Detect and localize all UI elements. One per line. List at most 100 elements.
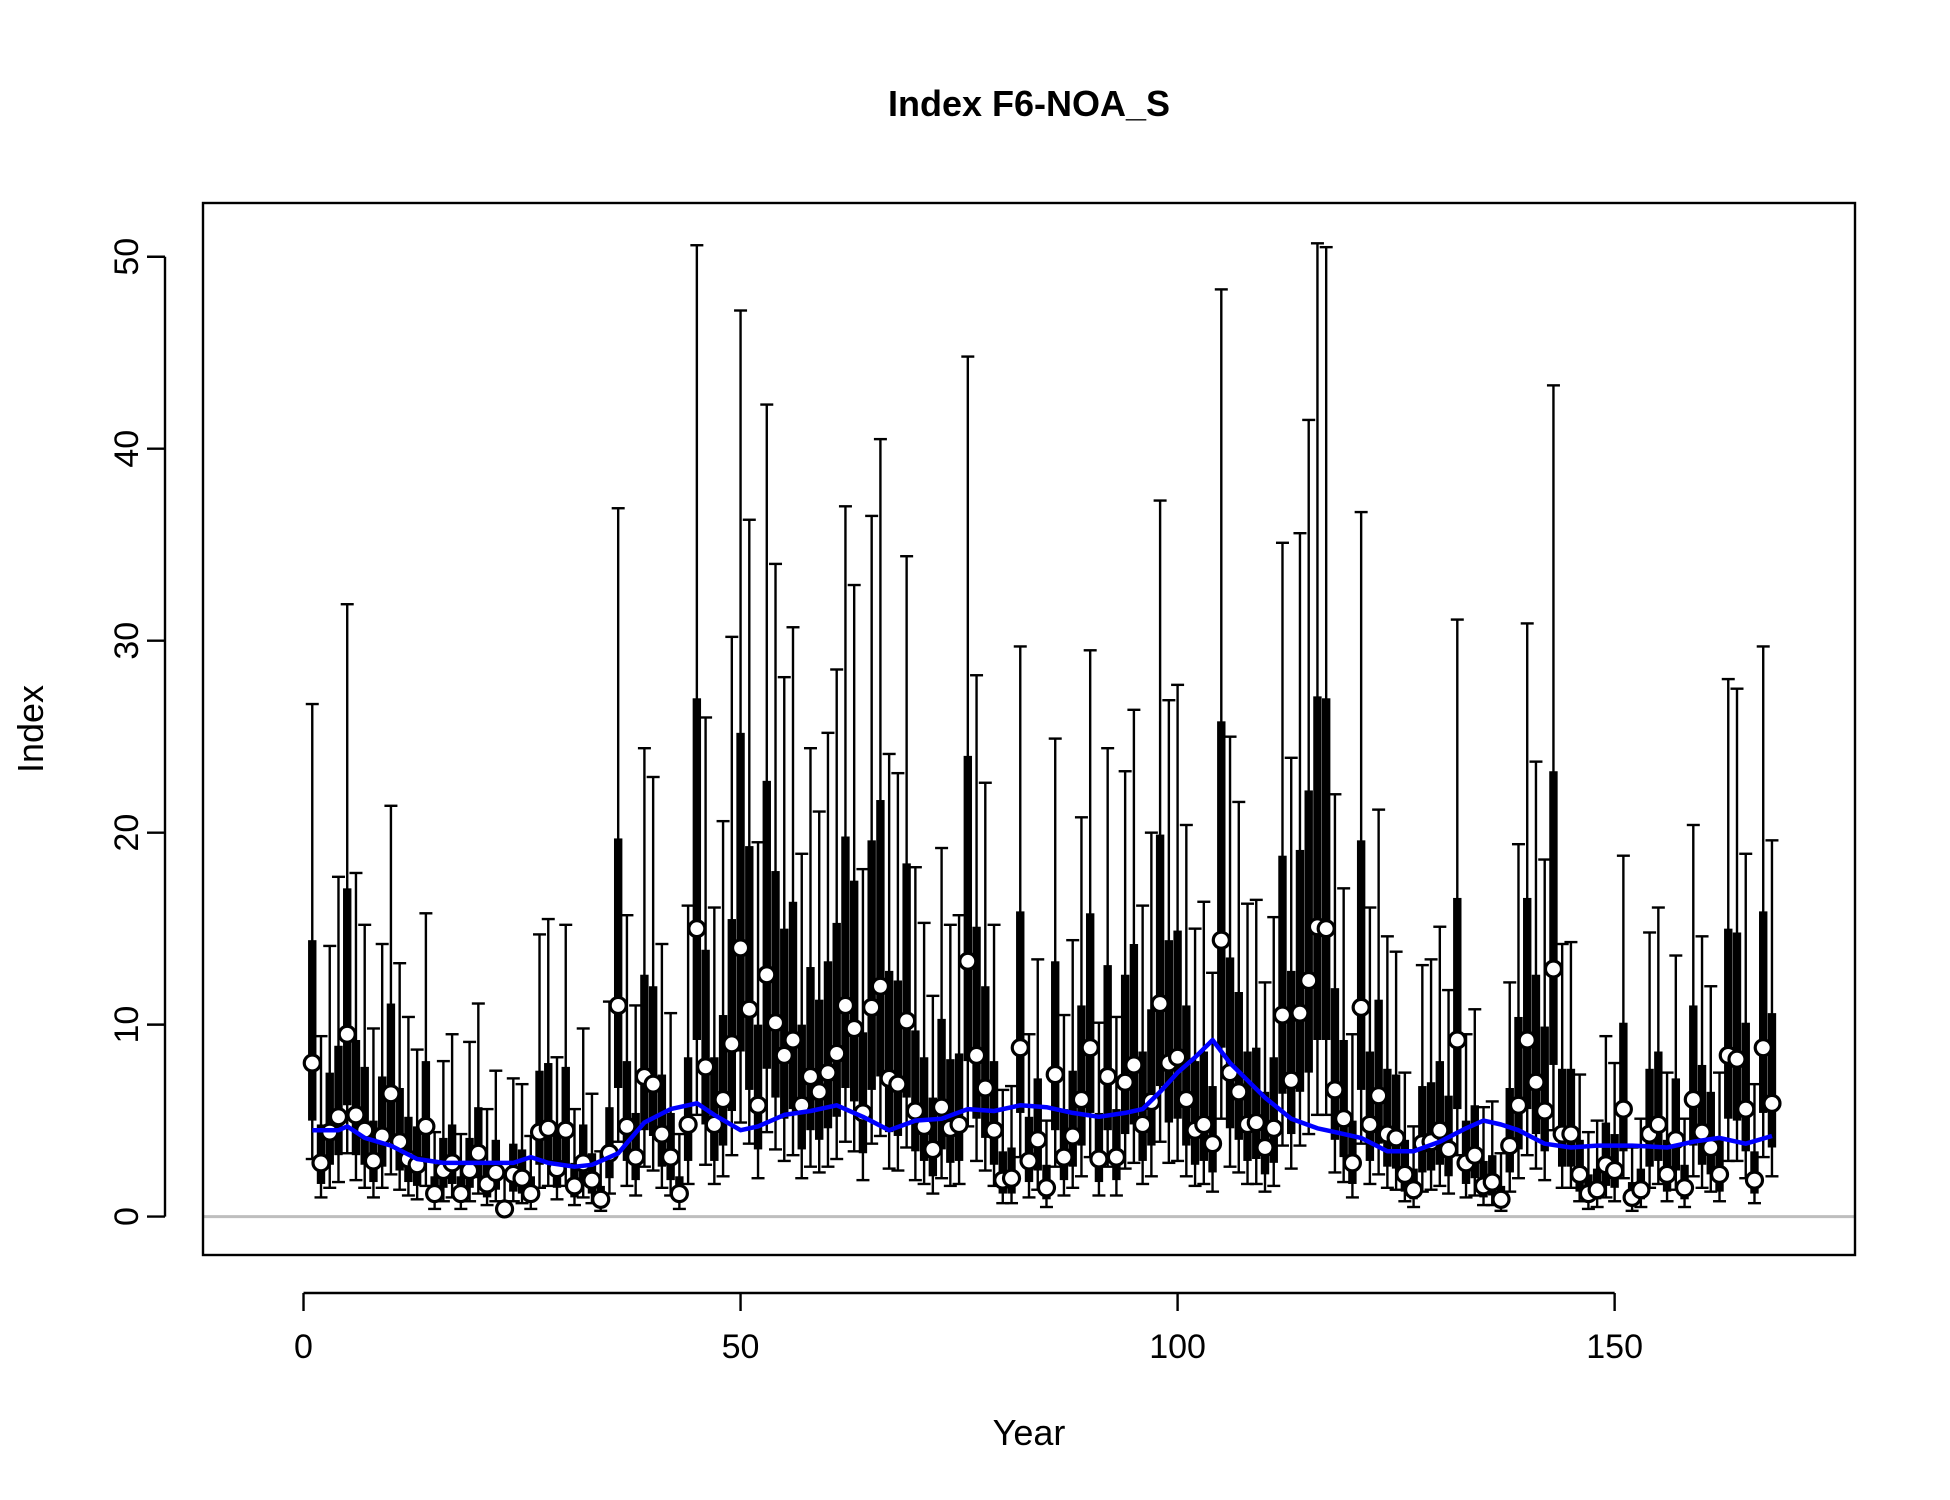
box-body xyxy=(1024,1116,1034,1183)
median-point-111 xyxy=(1264,1118,1284,1138)
box-body xyxy=(1523,897,1532,1110)
box-46 xyxy=(699,716,713,1166)
median-point-68 xyxy=(888,1074,908,1094)
median-point-31 xyxy=(564,1176,585,1196)
median-point-138 xyxy=(1500,1135,1520,1156)
box-78 xyxy=(978,781,992,1172)
box-body xyxy=(1540,1026,1549,1152)
box-body xyxy=(937,1018,946,1150)
median-point-69 xyxy=(897,1011,917,1031)
box-body xyxy=(535,1070,544,1165)
box-167 xyxy=(1756,645,1770,1159)
box-body xyxy=(1619,1022,1628,1152)
median-point-118 xyxy=(1325,1080,1345,1100)
median-point-109 xyxy=(1246,1112,1266,1133)
box-82 xyxy=(1013,645,1027,1159)
box-body xyxy=(1724,928,1733,1119)
box-139 xyxy=(1511,842,1525,1180)
box-94 xyxy=(1118,770,1132,1170)
box-body xyxy=(1173,930,1182,1119)
median-point-167 xyxy=(1753,1038,1773,1058)
median-point-145 xyxy=(1561,1124,1581,1144)
median-point-119 xyxy=(1334,1109,1354,1129)
median-point-130 xyxy=(1430,1120,1450,1140)
median-point-141 xyxy=(1526,1072,1546,1092)
median-point-79 xyxy=(984,1120,1004,1140)
median-point-38 xyxy=(626,1147,646,1167)
median-point-33 xyxy=(582,1170,602,1190)
median-point-83 xyxy=(1019,1151,1039,1171)
median-point-146 xyxy=(1570,1164,1590,1184)
median-point-75 xyxy=(949,1114,969,1135)
box-body xyxy=(1453,897,1462,1110)
median-point-26 xyxy=(521,1183,541,1204)
median-point-164 xyxy=(1727,1049,1747,1069)
median-point-153 xyxy=(1631,1180,1651,1200)
box-88 xyxy=(1066,938,1080,1190)
box-body xyxy=(1147,1009,1156,1146)
median-point-14 xyxy=(416,1116,436,1136)
box-body xyxy=(1330,988,1340,1140)
median-point-125 xyxy=(1386,1128,1406,1148)
y-tick-label-10: 10 xyxy=(108,1006,146,1044)
box-body xyxy=(1671,1078,1681,1171)
median-point-86 xyxy=(1045,1064,1065,1085)
median-point-15 xyxy=(425,1183,445,1204)
box-body xyxy=(1182,1005,1191,1146)
box-body xyxy=(1321,698,1331,1040)
median-point-65 xyxy=(862,997,882,1017)
box-103 xyxy=(1197,900,1211,1186)
box-body xyxy=(1697,1064,1707,1165)
median-point-78 xyxy=(975,1078,995,1098)
median-point-85 xyxy=(1036,1178,1057,1198)
box-body xyxy=(753,1024,763,1150)
box-body xyxy=(928,1097,938,1177)
chart-title: Index F6-NOA_S xyxy=(888,83,1170,124)
median-point-23 xyxy=(494,1199,515,1219)
y-tick-label-0: 0 xyxy=(108,1207,146,1226)
box-body xyxy=(1269,1057,1278,1163)
median-point-127 xyxy=(1403,1180,1424,1200)
median-point-41 xyxy=(652,1124,672,1144)
median-point-2 xyxy=(311,1153,331,1173)
box-body xyxy=(911,1030,920,1152)
box-body xyxy=(972,926,981,1119)
median-point-142 xyxy=(1535,1101,1555,1121)
box-body xyxy=(806,967,815,1131)
box-body xyxy=(1601,1122,1611,1186)
median-point-132 xyxy=(1447,1030,1467,1050)
median-point-87 xyxy=(1054,1147,1074,1167)
box-body xyxy=(1234,992,1243,1140)
median-point-103 xyxy=(1194,1114,1214,1135)
median-point-166 xyxy=(1744,1170,1765,1190)
box-body xyxy=(1374,999,1383,1144)
box-body xyxy=(727,919,737,1112)
box-44 xyxy=(681,904,695,1186)
box-body xyxy=(308,940,317,1121)
box-67 xyxy=(882,752,896,1170)
median-point-66 xyxy=(870,976,891,996)
median-point-36 xyxy=(608,995,628,1016)
median-point-94 xyxy=(1115,1072,1135,1092)
box-body xyxy=(1225,957,1235,1129)
box-body xyxy=(1051,961,1060,1131)
median-point-98 xyxy=(1150,993,1170,1014)
box-body xyxy=(867,840,876,1090)
median-point-158 xyxy=(1674,1178,1695,1198)
median-point-45 xyxy=(687,919,707,939)
median-point-131 xyxy=(1438,1139,1459,1160)
y-tick-label-40: 40 xyxy=(108,430,146,468)
median-point-168 xyxy=(1762,1093,1782,1113)
box-body xyxy=(1199,1051,1209,1161)
box-body xyxy=(421,1061,431,1161)
box-body xyxy=(823,961,833,1129)
box-body xyxy=(351,1039,361,1156)
box-body xyxy=(622,1061,632,1161)
box-body xyxy=(613,838,623,1088)
box-body xyxy=(1278,855,1287,1094)
box-107 xyxy=(1232,800,1246,1174)
median-point-60 xyxy=(818,1063,838,1083)
median-point-42 xyxy=(661,1147,681,1167)
box-body xyxy=(1514,1016,1523,1150)
